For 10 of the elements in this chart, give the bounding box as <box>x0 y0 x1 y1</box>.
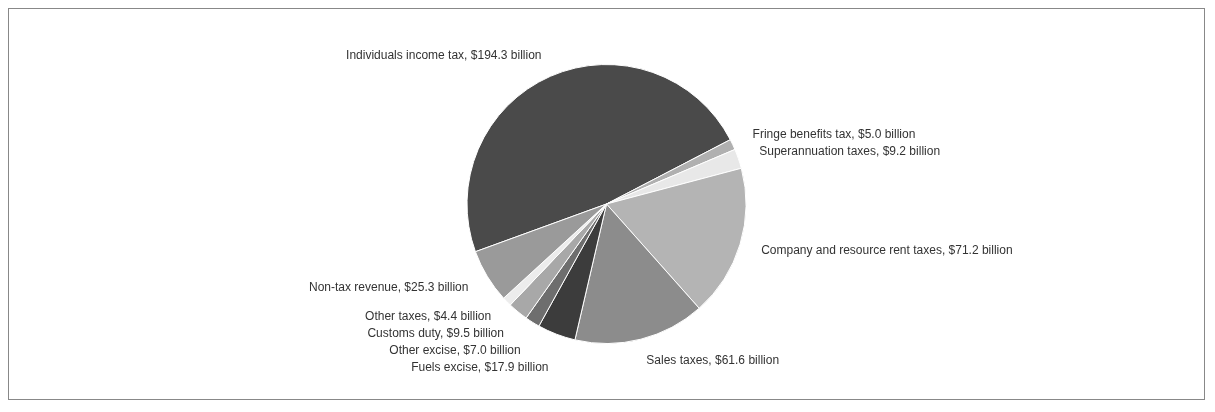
slice-label: Sales taxes, $61.6 billion <box>646 352 780 367</box>
slice-label: Fringe benefits tax, $5.0 billion <box>752 127 916 142</box>
slice-label: Individuals income tax, $194.3 billion <box>346 48 542 63</box>
slice-label: Customs duty, $9.5 billion <box>367 326 504 341</box>
slice-label: Non-tax revenue, $25.3 billion <box>308 280 469 295</box>
slice-label: Other taxes, $4.4 billion <box>365 309 492 324</box>
slice-label: Other excise, $7.0 billion <box>389 343 521 358</box>
slice-label: Fuels excise, $17.9 billion <box>411 360 549 375</box>
slice-label: Superannuation taxes, $9.2 billion <box>759 144 941 159</box>
slice-label: Company and resource rent taxes, $71.2 billion <box>761 242 1013 257</box>
